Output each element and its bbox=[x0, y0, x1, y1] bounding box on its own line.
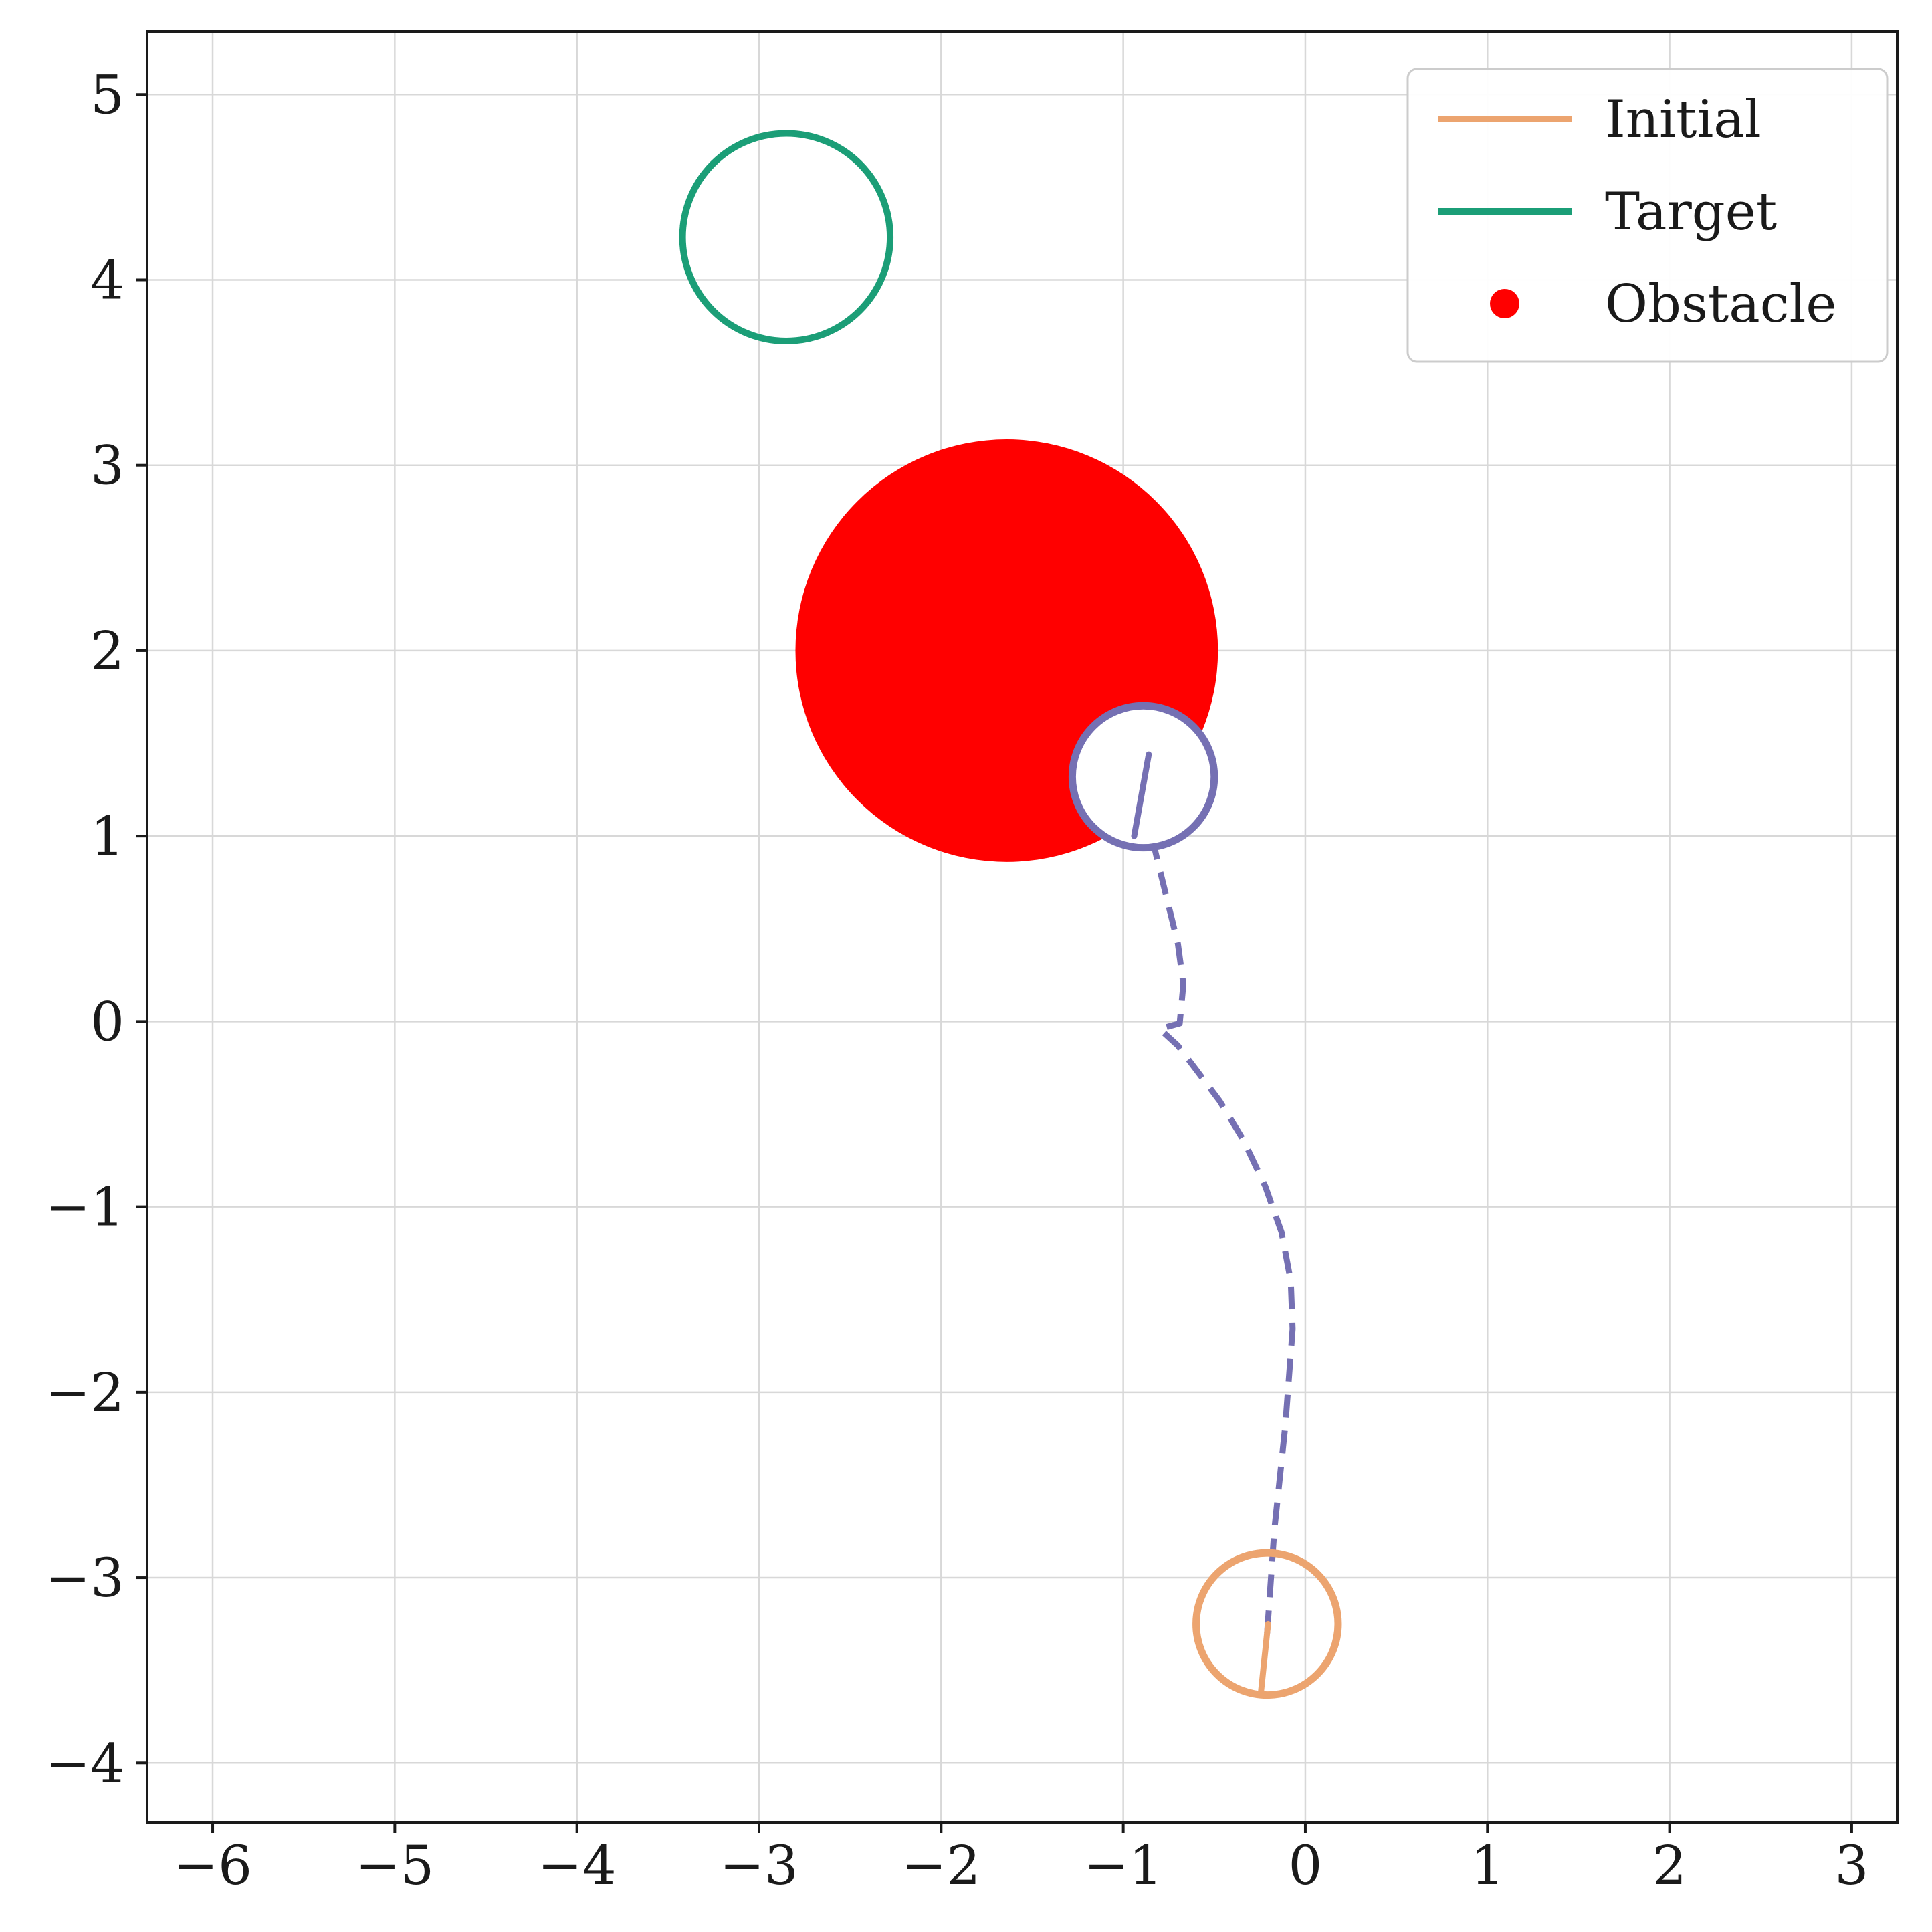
initial-circle bbox=[1192, 1549, 1342, 1699]
legend-obstacle-dot bbox=[1490, 289, 1519, 318]
y-tick-label: 2 bbox=[90, 620, 124, 682]
y-tick-label: 3 bbox=[90, 435, 124, 497]
y-tick-label: 4 bbox=[90, 249, 124, 311]
x-tick-label: −5 bbox=[355, 1834, 434, 1897]
trajectory-path bbox=[1138, 780, 1296, 1634]
axes-frame bbox=[146, 30, 1899, 1824]
legend-label-initial: Initial bbox=[1605, 90, 1761, 150]
y-tick-label: −3 bbox=[45, 1547, 124, 1609]
x-tick-label: 0 bbox=[1289, 1834, 1323, 1897]
x-tick-label: −4 bbox=[538, 1834, 617, 1897]
y-tick-label: −1 bbox=[45, 1176, 124, 1239]
x-tick-label: −1 bbox=[1084, 1834, 1163, 1897]
x-tick-label: 3 bbox=[1834, 1834, 1868, 1897]
y-tick-label: 1 bbox=[90, 805, 124, 867]
legend-box bbox=[1406, 68, 1889, 363]
y-tick-label: −4 bbox=[45, 1732, 124, 1794]
robot-heading-line bbox=[1131, 751, 1152, 839]
x-tick-label: 1 bbox=[1471, 1834, 1505, 1897]
legend-label-target: Target bbox=[1605, 182, 1777, 242]
legend-label-obstacle: Obstacle bbox=[1605, 274, 1837, 334]
x-tick-label: −6 bbox=[173, 1834, 252, 1897]
target-circle bbox=[679, 130, 894, 344]
y-tick-label: −2 bbox=[45, 1362, 124, 1424]
x-tick-label: −3 bbox=[720, 1834, 798, 1897]
y-tick-label: 5 bbox=[90, 64, 124, 126]
x-tick-label: −2 bbox=[901, 1834, 980, 1897]
y-tick-label: 0 bbox=[90, 990, 124, 1053]
x-tick-label: 2 bbox=[1652, 1834, 1687, 1897]
initial-heading-line bbox=[1257, 1620, 1271, 1698]
